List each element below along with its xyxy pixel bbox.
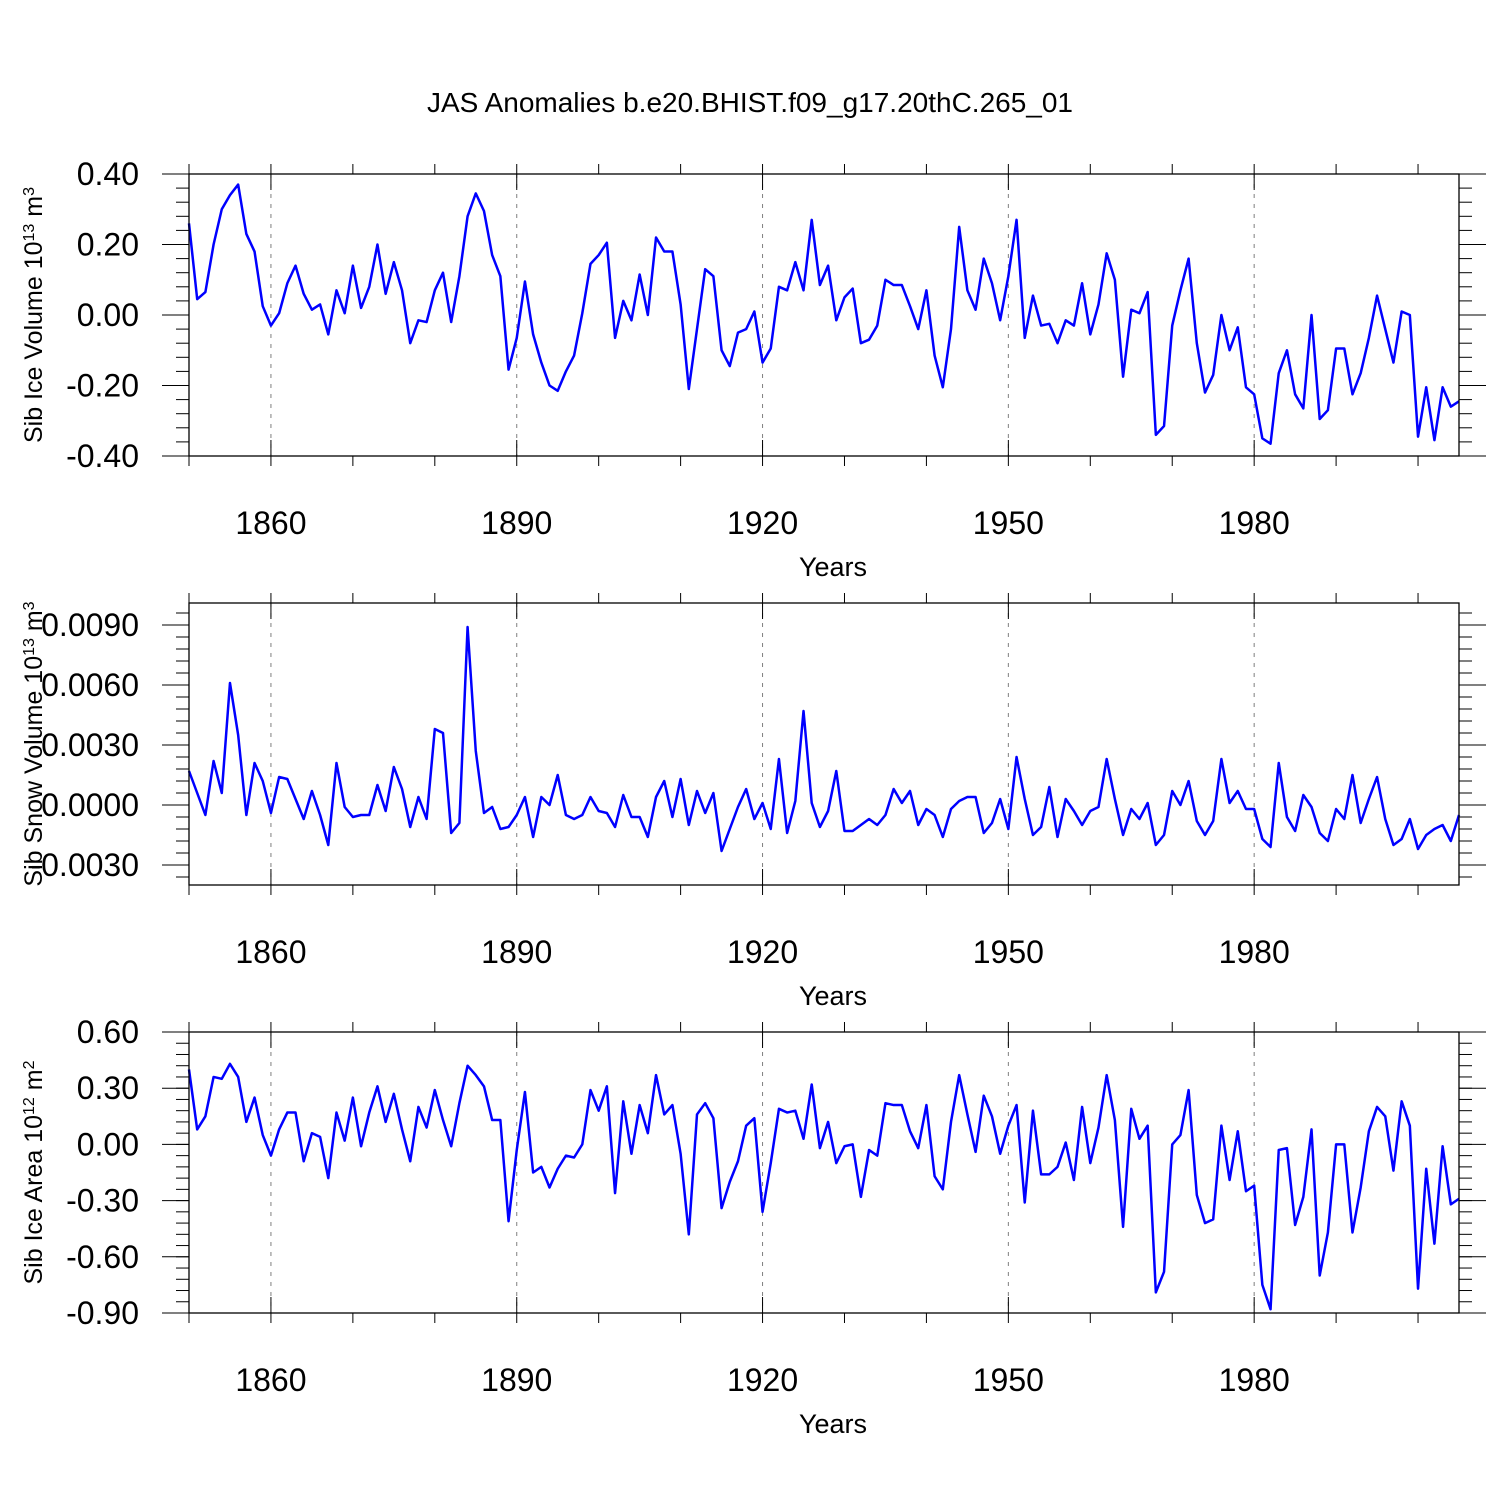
y-axis-label: Sib Ice Area 1012 m2 (20, 1060, 48, 1284)
x-tick-label: 1920 (727, 1362, 798, 1398)
y-axis-label-prefix: Sib Snow Volume 10 (20, 656, 48, 887)
plot-frame (188, 173, 1460, 457)
plot-frame (188, 602, 1460, 886)
x-tick-label: 1890 (481, 934, 552, 970)
y-tick-label: -0.30 (66, 1183, 139, 1219)
figure-title: JAS Anomalies b.e20.BHIST.f09_g17.20thC.… (427, 87, 1073, 118)
y-tick-label: -0.0030 (30, 847, 139, 883)
y-axis-label-unit-exp: 3 (21, 601, 38, 610)
x-tick-label: 1860 (235, 934, 306, 970)
y-axis-label-exp: 13 (21, 638, 38, 656)
x-tick-label: 1860 (235, 505, 306, 541)
x-tick-label: 1980 (1219, 1362, 1290, 1398)
x-axis-label: Years (799, 552, 867, 582)
x-tick-label: 1980 (1219, 505, 1290, 541)
y-axis-label-prefix: Sib Ice Area 10 (20, 1115, 48, 1285)
y-tick-label: -0.40 (66, 438, 139, 474)
panel-3: 1860 1890 1920 1950 1980 -0.90 -0.60 -0.30 0.00 0… (20, 1014, 1486, 1439)
y-axis-label-exp: 13 (21, 224, 38, 242)
plot-frame (188, 1031, 1460, 1314)
panel-1: 1860 1890 1920 1950 1980 -0.40 -0.20 0.00 0.20 0.… (20, 156, 1486, 582)
y-tick-label: 0.0090 (41, 607, 139, 643)
x-tick-label: 1920 (727, 505, 798, 541)
y-tick-label: 0.0030 (41, 727, 139, 763)
y-tick-label: -0.20 (66, 368, 139, 404)
x-tick-label: 1980 (1219, 934, 1290, 970)
y-tick-label: -0.60 (66, 1239, 139, 1275)
x-axis-label: Years (799, 1409, 867, 1439)
y-tick-label: 0.00 (77, 1126, 139, 1162)
y-axis-label-unit-exp: 3 (21, 187, 38, 196)
y-tick-label: 0.60 (77, 1014, 139, 1050)
x-tick-label: 1950 (973, 1362, 1044, 1398)
y-axis-label: Sib Ice Volume 1013 m3 (20, 187, 48, 443)
y-axis-label-unit: m (20, 1069, 48, 1097)
x-tick-label: 1950 (973, 505, 1044, 541)
x-tick-label: 1950 (973, 934, 1044, 970)
y-axis-label-unit: m (20, 196, 48, 224)
y-tick-label: 0.30 (77, 1070, 139, 1106)
series-line (187, 1062, 1460, 1311)
y-axis-label-exp: 12 (21, 1097, 38, 1115)
y-axis-label: Sib Snow Volume 1013 m3 (20, 601, 48, 886)
y-tick-label: -0.90 (66, 1295, 139, 1331)
y-axis-label-unit-exp: 2 (21, 1060, 38, 1069)
panel-2: 1860 1890 1920 1950 1980 -0.0030 0.0000 0.0030 0… (20, 593, 1486, 1011)
x-tick-label: 1890 (481, 1362, 552, 1398)
y-tick-label: 0.40 (77, 156, 139, 192)
y-axis-label-unit: m (20, 610, 48, 638)
y-tick-label: 0.20 (77, 227, 139, 263)
x-axis-label: Years (799, 981, 867, 1011)
y-tick-label: 0.0000 (41, 787, 139, 823)
y-axis-label-prefix: Sib Ice Volume 10 (20, 241, 48, 443)
y-tick-label: 0.0060 (41, 667, 139, 703)
series-line (187, 183, 1460, 445)
x-tick-label: 1860 (235, 1362, 306, 1398)
y-tick-label: 0.00 (77, 297, 139, 333)
series-line (187, 625, 1461, 853)
x-tick-label: 1920 (727, 934, 798, 970)
panels: 1860 1890 1920 1950 1980 -0.40 -0.20 0.00 0.20 0.… (20, 156, 1486, 1439)
x-tick-label: 1890 (481, 505, 552, 541)
